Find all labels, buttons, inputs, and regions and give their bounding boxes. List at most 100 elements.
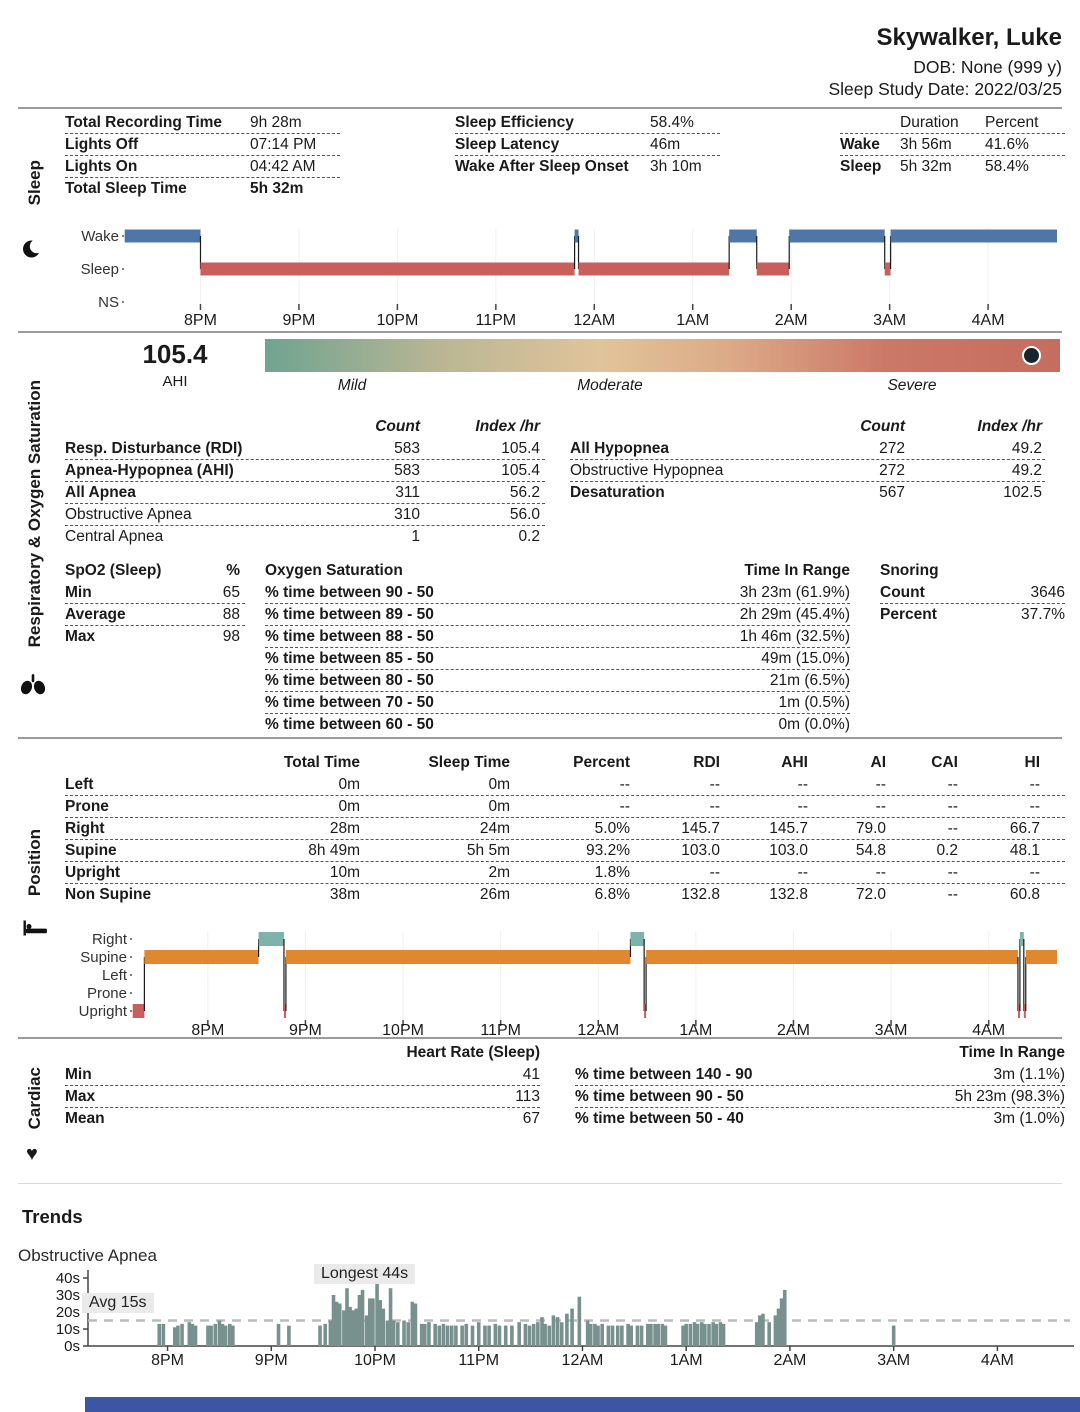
table-cell: % time between 80 - 50	[265, 671, 434, 689]
table-cell: Max	[65, 1087, 96, 1105]
oxygen-saturation-table: Oxygen Saturation Time In Range % time bet…	[265, 560, 850, 736]
study-date: Sleep Study Date: 2022/03/25	[828, 79, 1062, 99]
table-cell: 103.0	[769, 841, 808, 859]
table-row: Wake 3h 56m 41.6%	[840, 134, 1065, 156]
table-row: % time between 80 - 50 21m (6.5%)	[265, 670, 850, 692]
table-row: Desaturation 567 102.5	[570, 482, 1045, 504]
table-row: All Apnea 311 56.2	[65, 482, 545, 504]
table-row: % time between 60 - 50 0m (0.0%)	[265, 714, 850, 736]
table-header-row: Duration Percent	[840, 112, 1065, 134]
svg-text:10s: 10s	[56, 1321, 80, 1338]
table-cell: Max	[65, 628, 96, 645]
position-chart: 8PM 9PM 10PM 11PM 12AM 1AM 2AM 3AM 4AM Right Supin…	[75, 923, 1065, 1039]
svg-text:30s: 30s	[56, 1287, 80, 1304]
trends-chart-label: Obstructive Apnea	[18, 1246, 157, 1265]
table-row: Resp. Disturbance (RDI) 583 105.4	[65, 438, 545, 460]
table-cell: 0.2	[518, 528, 540, 545]
svg-text:11PM: 11PM	[480, 1022, 521, 1039]
column-header: CAI	[931, 754, 958, 771]
table-cell: 9h 28m	[250, 113, 302, 131]
table-row: % time between 89 - 50 2h 29m (45.4%)	[265, 604, 850, 626]
table-cell: 72.0	[855, 886, 886, 903]
table-cell: 0m	[488, 797, 510, 815]
table-cell: % time between 140 - 90	[575, 1065, 753, 1083]
svg-text:11PM: 11PM	[458, 1352, 499, 1369]
table-cell: --	[947, 775, 958, 793]
table-cell: Sleep Latency	[455, 135, 560, 153]
table-row: % time between 140 - 90 3m (1.1%)	[575, 1064, 1065, 1086]
column-header: AI	[870, 754, 887, 771]
heart-rate-table: Heart Rate (Sleep) Min 41 Max 113 Mean 67	[65, 1042, 540, 1130]
hypnogram-chart: 8PM 9PM 10PM 11PM 12AM 1AM 2AM 3AM 4AM Wake Sleep N…	[75, 220, 1065, 332]
table-cell: 6.8%	[594, 886, 630, 903]
table-cell: 65	[222, 583, 240, 601]
svg-text:8PM: 8PM	[151, 1352, 184, 1369]
table-cell: 10m	[329, 863, 360, 881]
severity-label-moderate: Moderate	[577, 377, 643, 394]
svg-text:1AM: 1AM	[679, 1022, 712, 1039]
svg-text:4AM: 4AM	[972, 1022, 1005, 1039]
table-row: Min 65	[65, 582, 245, 604]
table-cell: --	[709, 775, 720, 793]
table-cell: 102.5	[1003, 484, 1042, 501]
table-row: Total Recording Time 9h 28m	[65, 112, 340, 134]
table-cell: --	[797, 863, 808, 881]
table-row: % time between 70 - 50 1m (0.5%)	[265, 692, 850, 714]
svg-text:8PM: 8PM	[191, 1022, 224, 1039]
svg-text:12AM: 12AM	[562, 1352, 604, 1369]
table-cell: Average	[65, 605, 126, 623]
svg-text:12AM: 12AM	[577, 1022, 619, 1039]
column-header: Percent	[985, 113, 1039, 131]
table-cell: 105.4	[501, 461, 540, 479]
svg-text:9PM: 9PM	[255, 1352, 288, 1369]
table-cell: --	[947, 797, 958, 815]
svg-text:10PM: 10PM	[354, 1352, 396, 1369]
table-cell: Apnea-Hypopnea (AHI)	[65, 461, 234, 479]
table-cell: 56.2	[509, 483, 540, 501]
sleep-stats-table-left: Total Recording Time 9h 28m Lights Off 07:1…	[65, 112, 340, 200]
bed-icon	[23, 920, 47, 936]
table-cell: 5h 32m	[250, 180, 304, 197]
cardiac-section-label: Cardiac	[25, 1066, 44, 1130]
table-row: Prone 0m 0m -- -- -- -- -- --	[65, 796, 1065, 818]
table-cell: Min	[65, 583, 92, 601]
table-row: Average 88	[65, 604, 245, 626]
table-cell: 3m (1.0%)	[993, 1110, 1066, 1127]
column-header: Time In Range	[959, 1044, 1065, 1061]
table-row: Left 0m 0m -- -- -- -- -- --	[65, 774, 1065, 796]
table-cell: Right	[65, 819, 105, 837]
svg-text:9PM: 9PM	[282, 312, 315, 329]
table-cell: 58.4%	[985, 158, 1029, 175]
table-cell: 49m (15.0%)	[761, 649, 850, 667]
obstructive-apnea-trend-chart: Avg 15s Longest 44s 0s 10s 20s 30s 40s 8PM 9PM…	[18, 1262, 1078, 1372]
svg-text:3AM: 3AM	[875, 1022, 908, 1039]
table-cell: 272	[879, 461, 905, 479]
table-cell: 272	[879, 439, 905, 457]
column-header: AHI	[781, 754, 808, 771]
column-header: Oxygen Saturation	[265, 562, 403, 579]
table-row: Upright 10m 2m 1.8% -- -- -- -- --	[65, 862, 1065, 884]
table-cell: 58.4%	[650, 113, 694, 131]
table-cell: 113	[515, 1087, 540, 1105]
table-cell: Sleep	[840, 158, 882, 175]
table-cell: % time between 60 - 50	[265, 716, 434, 733]
table-row: % time between 85 - 50 49m (15.0%)	[265, 648, 850, 670]
ahi-value: 105.4	[142, 339, 208, 369]
table-row: Sleep Latency 46m	[455, 134, 720, 156]
svg-text:2AM: 2AM	[773, 1352, 806, 1369]
table-cell: Wake	[840, 135, 880, 153]
table-cell: % time between 85 - 50	[265, 649, 434, 667]
section-divider	[18, 331, 1062, 333]
svg-text:40s: 40s	[56, 1270, 80, 1287]
table-cell: All Apnea	[65, 483, 136, 501]
table-cell: 1m (0.5%)	[778, 693, 851, 711]
table-header-row: Count Index /hr	[570, 416, 1045, 438]
column-header: Duration	[900, 113, 959, 131]
table-row: Min 41	[65, 1064, 540, 1086]
position-table: Total Time Sleep Time Percent RDI AHI AI CAI HI…	[65, 752, 1065, 906]
ahi-gradient-bar	[265, 339, 1060, 372]
table-cell: 1	[411, 528, 420, 545]
table-cell: 103.0	[681, 841, 720, 859]
table-cell: 37.7%	[1021, 606, 1065, 623]
